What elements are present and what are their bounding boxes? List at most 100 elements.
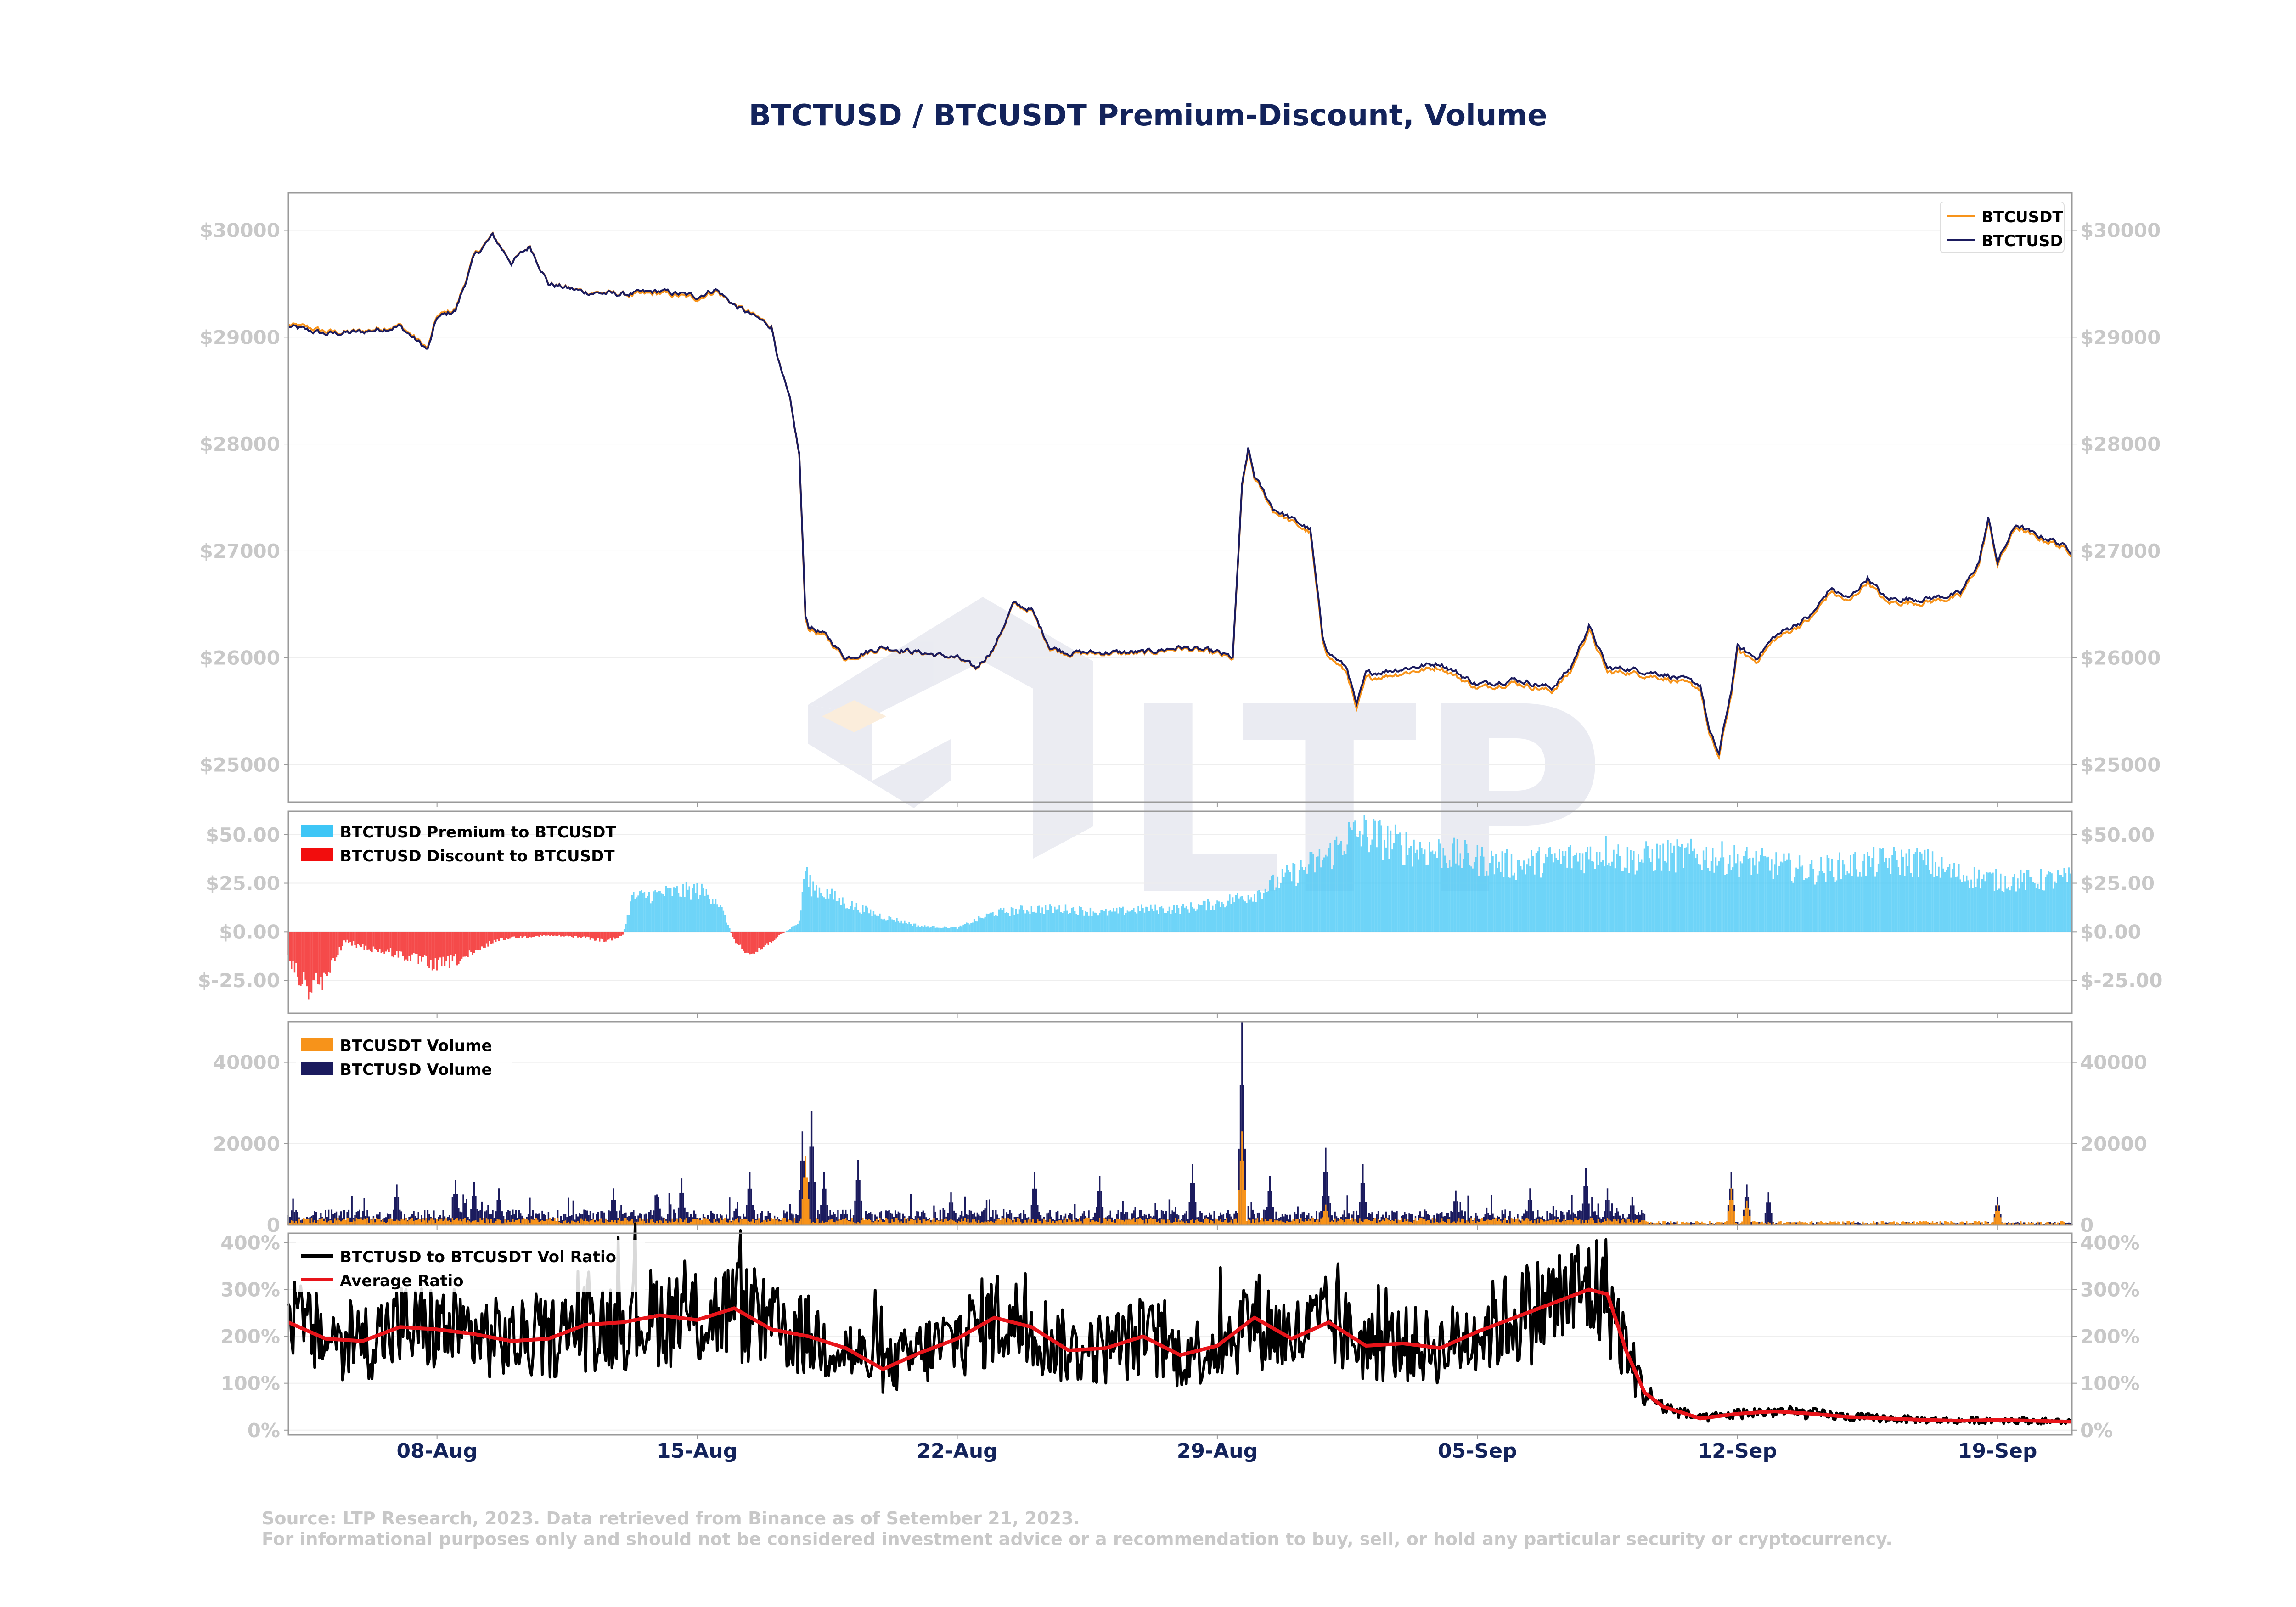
btcusdt-volume-bar — [1747, 1208, 1750, 1225]
btcusdt-volume-bar — [1604, 1219, 1605, 1225]
y-tick-label-left: $25000 — [200, 754, 280, 776]
premium-bar — [1546, 856, 1548, 932]
btctusd-volume-bar — [737, 1202, 738, 1225]
btcusdt-volume-bar — [335, 1220, 338, 1225]
btctusd-volume-bar — [1376, 1214, 1378, 1225]
premium-bar — [1798, 855, 1801, 932]
premium-bar — [668, 888, 670, 932]
discount-bar — [574, 932, 576, 936]
btctusd-volume-bar — [690, 1214, 692, 1225]
premium-bar — [1823, 873, 1825, 932]
premium-bar — [1483, 856, 1485, 932]
btcusdt-volume-bar — [942, 1222, 944, 1225]
premium-bar — [698, 899, 700, 932]
premium-bar — [1350, 827, 1351, 932]
premium-bar — [1534, 874, 1536, 932]
premium-bar — [1027, 911, 1030, 932]
premium-bar — [650, 903, 652, 932]
premium-bar — [2052, 888, 2054, 932]
btcusdt-volume-bar — [428, 1220, 430, 1225]
btcusdt-volume-bar — [801, 1199, 804, 1225]
btcusdt-volume-bar — [507, 1220, 509, 1225]
btctusd-volume-bar — [487, 1205, 489, 1225]
premium-bar — [1801, 865, 1804, 932]
premium-bar — [1359, 831, 1361, 932]
discount-bar — [354, 932, 356, 945]
premium-bar — [653, 891, 655, 932]
btcusdt-volume-bar — [329, 1220, 331, 1225]
btcusdt-volume-bar — [763, 1219, 765, 1225]
btctusd-volume-bar — [608, 1210, 610, 1225]
btctusd-volume-bar — [1075, 1218, 1077, 1225]
btctusd-volume-bar — [438, 1217, 439, 1225]
premium-bar — [1656, 843, 1658, 932]
btcusdt-volume-bar — [616, 1223, 618, 1225]
discount-bar — [523, 932, 525, 937]
btcusdt-volume-bar — [1579, 1219, 1581, 1225]
discount-bar — [509, 932, 511, 939]
discount-bar — [310, 932, 313, 993]
premium-bar — [1588, 859, 1590, 932]
premium-bar — [1492, 856, 1494, 932]
btcusdt-volume-bar — [359, 1219, 360, 1225]
btcusdt-volume-bar — [1238, 1190, 1240, 1225]
premium-bar — [1284, 872, 1286, 932]
btcusdt-volume-bar — [1927, 1222, 1929, 1225]
btctusd-volume-bar — [368, 1216, 370, 1225]
premium-bar — [1235, 895, 1237, 932]
premium-bar — [1173, 905, 1175, 932]
btctusd-volume-bar — [327, 1209, 330, 1225]
premium-bar — [1077, 915, 1079, 932]
premium-bar — [1737, 854, 1739, 932]
btctusd-volume-bar — [2052, 1223, 2054, 1225]
premium-bar — [871, 916, 873, 932]
premium-bar — [833, 899, 834, 932]
premium-bar — [724, 915, 726, 932]
btcusdt-volume-bar — [905, 1222, 907, 1225]
premium-bar — [1850, 855, 1851, 932]
premium-bar — [1642, 862, 1644, 932]
premium-bar — [659, 891, 661, 932]
discount-bar — [552, 932, 554, 936]
btcusdt-volume-bar — [803, 1177, 805, 1225]
btcusdt-volume-bar — [1562, 1221, 1564, 1225]
btcusdt-volume-bar — [1128, 1219, 1130, 1225]
premium-panel-frame — [287, 810, 2073, 1014]
premium-bar — [1986, 872, 1988, 932]
btctusd-volume-bar — [1126, 1212, 1129, 1225]
btcusdt-volume-bar — [1430, 1223, 1432, 1225]
btcusdt-volume-bar — [1286, 1221, 1288, 1225]
btctusd-volume-bar — [1051, 1216, 1052, 1225]
premium-bar — [803, 879, 805, 932]
btcusdt-volume-bar — [1413, 1220, 1415, 1225]
premium-bar — [1318, 849, 1321, 932]
discount-bar — [306, 932, 308, 987]
premium-bar — [800, 910, 802, 932]
btcusdt-volume-bar — [1643, 1220, 1646, 1225]
btcusdt-volume-bar — [784, 1218, 786, 1225]
btcusdt-volume-bar — [1043, 1218, 1045, 1225]
btctusd-volume-bar — [908, 1216, 910, 1225]
premium-bar — [1743, 856, 1745, 932]
btcusdt-volume-bar — [2012, 1222, 2014, 1225]
premium-bar — [852, 909, 855, 932]
btctusd-volume-bar — [834, 1214, 836, 1225]
btctusd-volume-bar — [1439, 1213, 1441, 1225]
btctusd-volume-bar — [1316, 1211, 1317, 1225]
btcusdt-volume-bar — [1935, 1222, 1936, 1225]
btcusdt-volume-bar — [1939, 1221, 1941, 1225]
btcusdt-volume-bar — [1884, 1222, 1885, 1225]
premium-bar — [1294, 863, 1296, 932]
premium-bar — [1514, 872, 1515, 932]
btctusd-volume-bar — [506, 1212, 508, 1225]
premium-bar — [1581, 853, 1584, 932]
btcusdt-volume-bar — [1009, 1219, 1011, 1225]
btctusd-volume-bar — [622, 1214, 624, 1225]
btcusdt-volume-bar — [1334, 1218, 1336, 1225]
btcusdt-volume-bar — [1453, 1221, 1455, 1225]
btcusdt-volume-bar — [1634, 1219, 1636, 1225]
btcusdt-volume-bar — [1938, 1223, 1940, 1225]
btcusdt-volume-bar — [1136, 1219, 1138, 1225]
btcusdt-volume-bar — [1929, 1223, 1930, 1225]
btctusd-volume-bar — [1088, 1210, 1090, 1225]
